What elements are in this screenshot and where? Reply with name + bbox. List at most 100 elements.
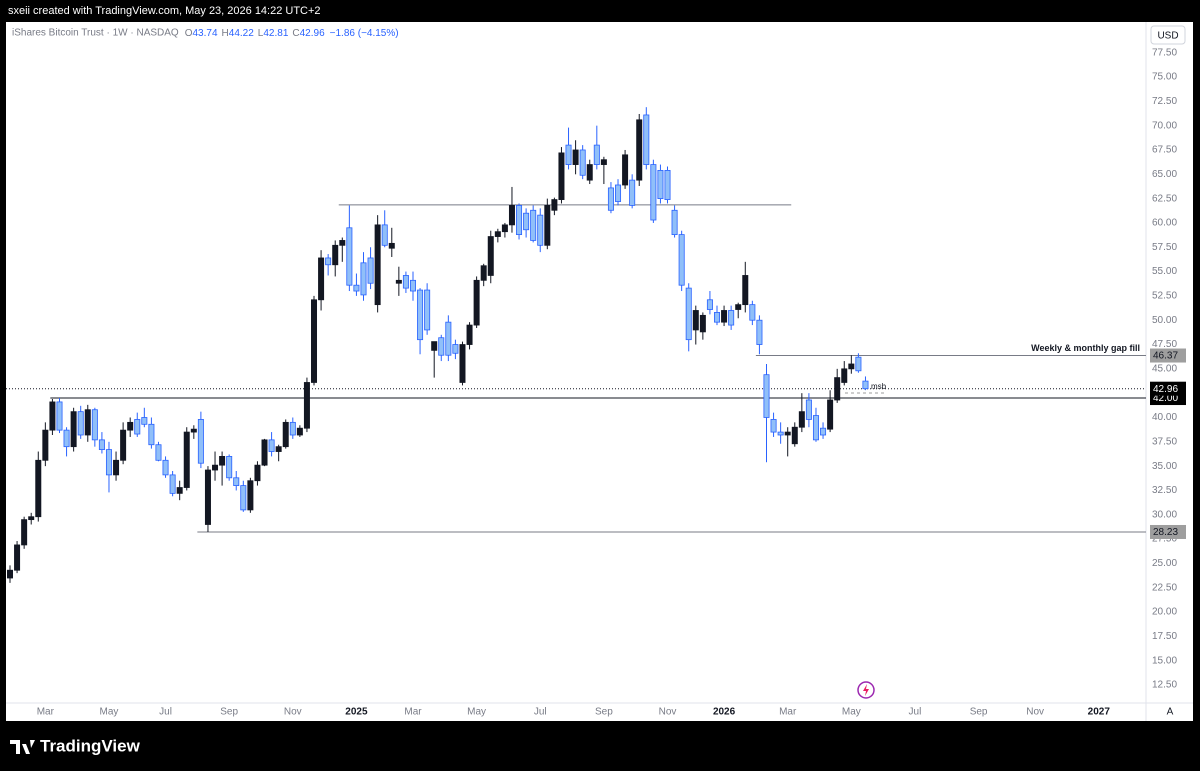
candle-body (834, 377, 841, 401)
candle-body (721, 310, 728, 323)
candle-body (650, 164, 657, 221)
x-tick-label: Jul (534, 707, 547, 718)
candle-body (275, 446, 282, 452)
price-tag (1150, 348, 1186, 363)
x-tick-label: 2025 (345, 707, 368, 718)
candle-body (622, 154, 629, 186)
candle-body (388, 242, 395, 249)
y-tick-label: 17.50 (1152, 631, 1177, 642)
candle-body (544, 205, 551, 246)
ohlc-prefix: H (222, 28, 229, 39)
x-tick-label: Mar (37, 707, 55, 718)
y-tick-label: 12.50 (1152, 680, 1177, 691)
scale-mode[interactable]: A (1167, 707, 1174, 718)
candle-body (777, 431, 784, 436)
y-tick-label: 45.00 (1152, 363, 1177, 374)
candle-body (523, 212, 530, 231)
candle-body (148, 423, 155, 446)
candle-body (212, 464, 219, 471)
candle-body (692, 310, 699, 331)
candle-body (445, 321, 452, 356)
candle-body (219, 456, 226, 466)
candle-body (558, 152, 565, 200)
candle-body (91, 409, 98, 441)
candle-body (339, 240, 346, 246)
candle-body (176, 487, 183, 494)
x-tick-label: Jul (909, 707, 922, 718)
x-tick-label: Nov (659, 707, 677, 718)
candle-body (798, 411, 805, 428)
y-tick-label: 47.50 (1152, 339, 1177, 350)
x-tick-label: Nov (284, 707, 302, 718)
currency-box[interactable] (1150, 25, 1186, 45)
x-tick-label: Nov (1026, 707, 1044, 718)
x-tick-label: Sep (970, 707, 988, 718)
y-tick-label: 72.50 (1152, 96, 1177, 107)
candle-body (657, 170, 664, 200)
ohlc-values: O43.74 H44.22 L42.81 C42.96 −1.86 (−4.15%) (185, 28, 399, 39)
candle-body (367, 257, 374, 284)
candle-body (63, 429, 70, 448)
y-tick-label: 67.50 (1152, 145, 1177, 156)
msb-note: msb (871, 382, 887, 391)
candle-body (791, 426, 798, 445)
candle-body (841, 368, 848, 383)
candle-body (699, 314, 706, 333)
candle-body (374, 224, 381, 306)
banner: sxeii created with TradingView.com, May … (8, 5, 321, 17)
candle-body (706, 299, 713, 310)
candle-body (508, 205, 515, 226)
candle-body (409, 279, 416, 292)
candle-body (169, 474, 176, 494)
candle-body (459, 344, 466, 383)
x-tick-label: 2026 (713, 707, 736, 718)
gap-fill-note: Weekly & monthly gap fill (1031, 343, 1140, 353)
x-tick-label: Mar (779, 707, 797, 718)
x-tick-label: May (100, 707, 119, 718)
ohlc-prefix: O (185, 28, 193, 39)
candle-body (395, 279, 402, 284)
x-tick-label: Sep (220, 707, 238, 718)
lightning-icon[interactable] (857, 681, 875, 699)
x-tick-label: May (467, 707, 486, 718)
chart-panel (6, 22, 1193, 721)
candle-body (381, 224, 388, 246)
y-tick-label: 30.00 (1152, 509, 1177, 520)
y-tick-label: 32.50 (1152, 485, 1177, 496)
candle-body (714, 312, 721, 323)
currency: USD (1157, 31, 1178, 42)
candle-body (268, 439, 275, 452)
candle-body (35, 459, 42, 518)
candle-body (763, 374, 770, 418)
candle-body (820, 427, 827, 436)
y-tick-label: 65.00 (1152, 169, 1177, 180)
candle-body (204, 469, 211, 525)
candle-body (516, 205, 523, 236)
legend-header: iShares Bitcoin Trust · 1W · NASDAQ O43.… (12, 28, 399, 39)
candle-body (756, 319, 763, 345)
price-tag-label: 42.00 (1153, 393, 1178, 404)
candle-body (247, 480, 254, 511)
y-tick-label: 62.50 (1152, 193, 1177, 204)
candle-body (105, 449, 112, 476)
candle-body (296, 427, 303, 436)
candle-body (254, 464, 261, 482)
brand: TradingView (40, 736, 141, 755)
y-tick-label: 22.50 (1152, 582, 1177, 593)
candle-body (56, 401, 63, 431)
y-tick-label: 52.50 (1152, 291, 1177, 302)
candle-body (678, 234, 685, 286)
candle-body (261, 439, 268, 466)
candle-body (49, 401, 56, 431)
candle-body (417, 289, 424, 341)
candle-body (537, 214, 544, 246)
candle-body (728, 310, 735, 326)
candle-body (98, 439, 105, 450)
x-tick-label: May (842, 707, 861, 718)
candle-body (742, 275, 749, 306)
candle-body (424, 289, 431, 331)
candle-body (643, 114, 650, 165)
candle-body (466, 324, 473, 345)
